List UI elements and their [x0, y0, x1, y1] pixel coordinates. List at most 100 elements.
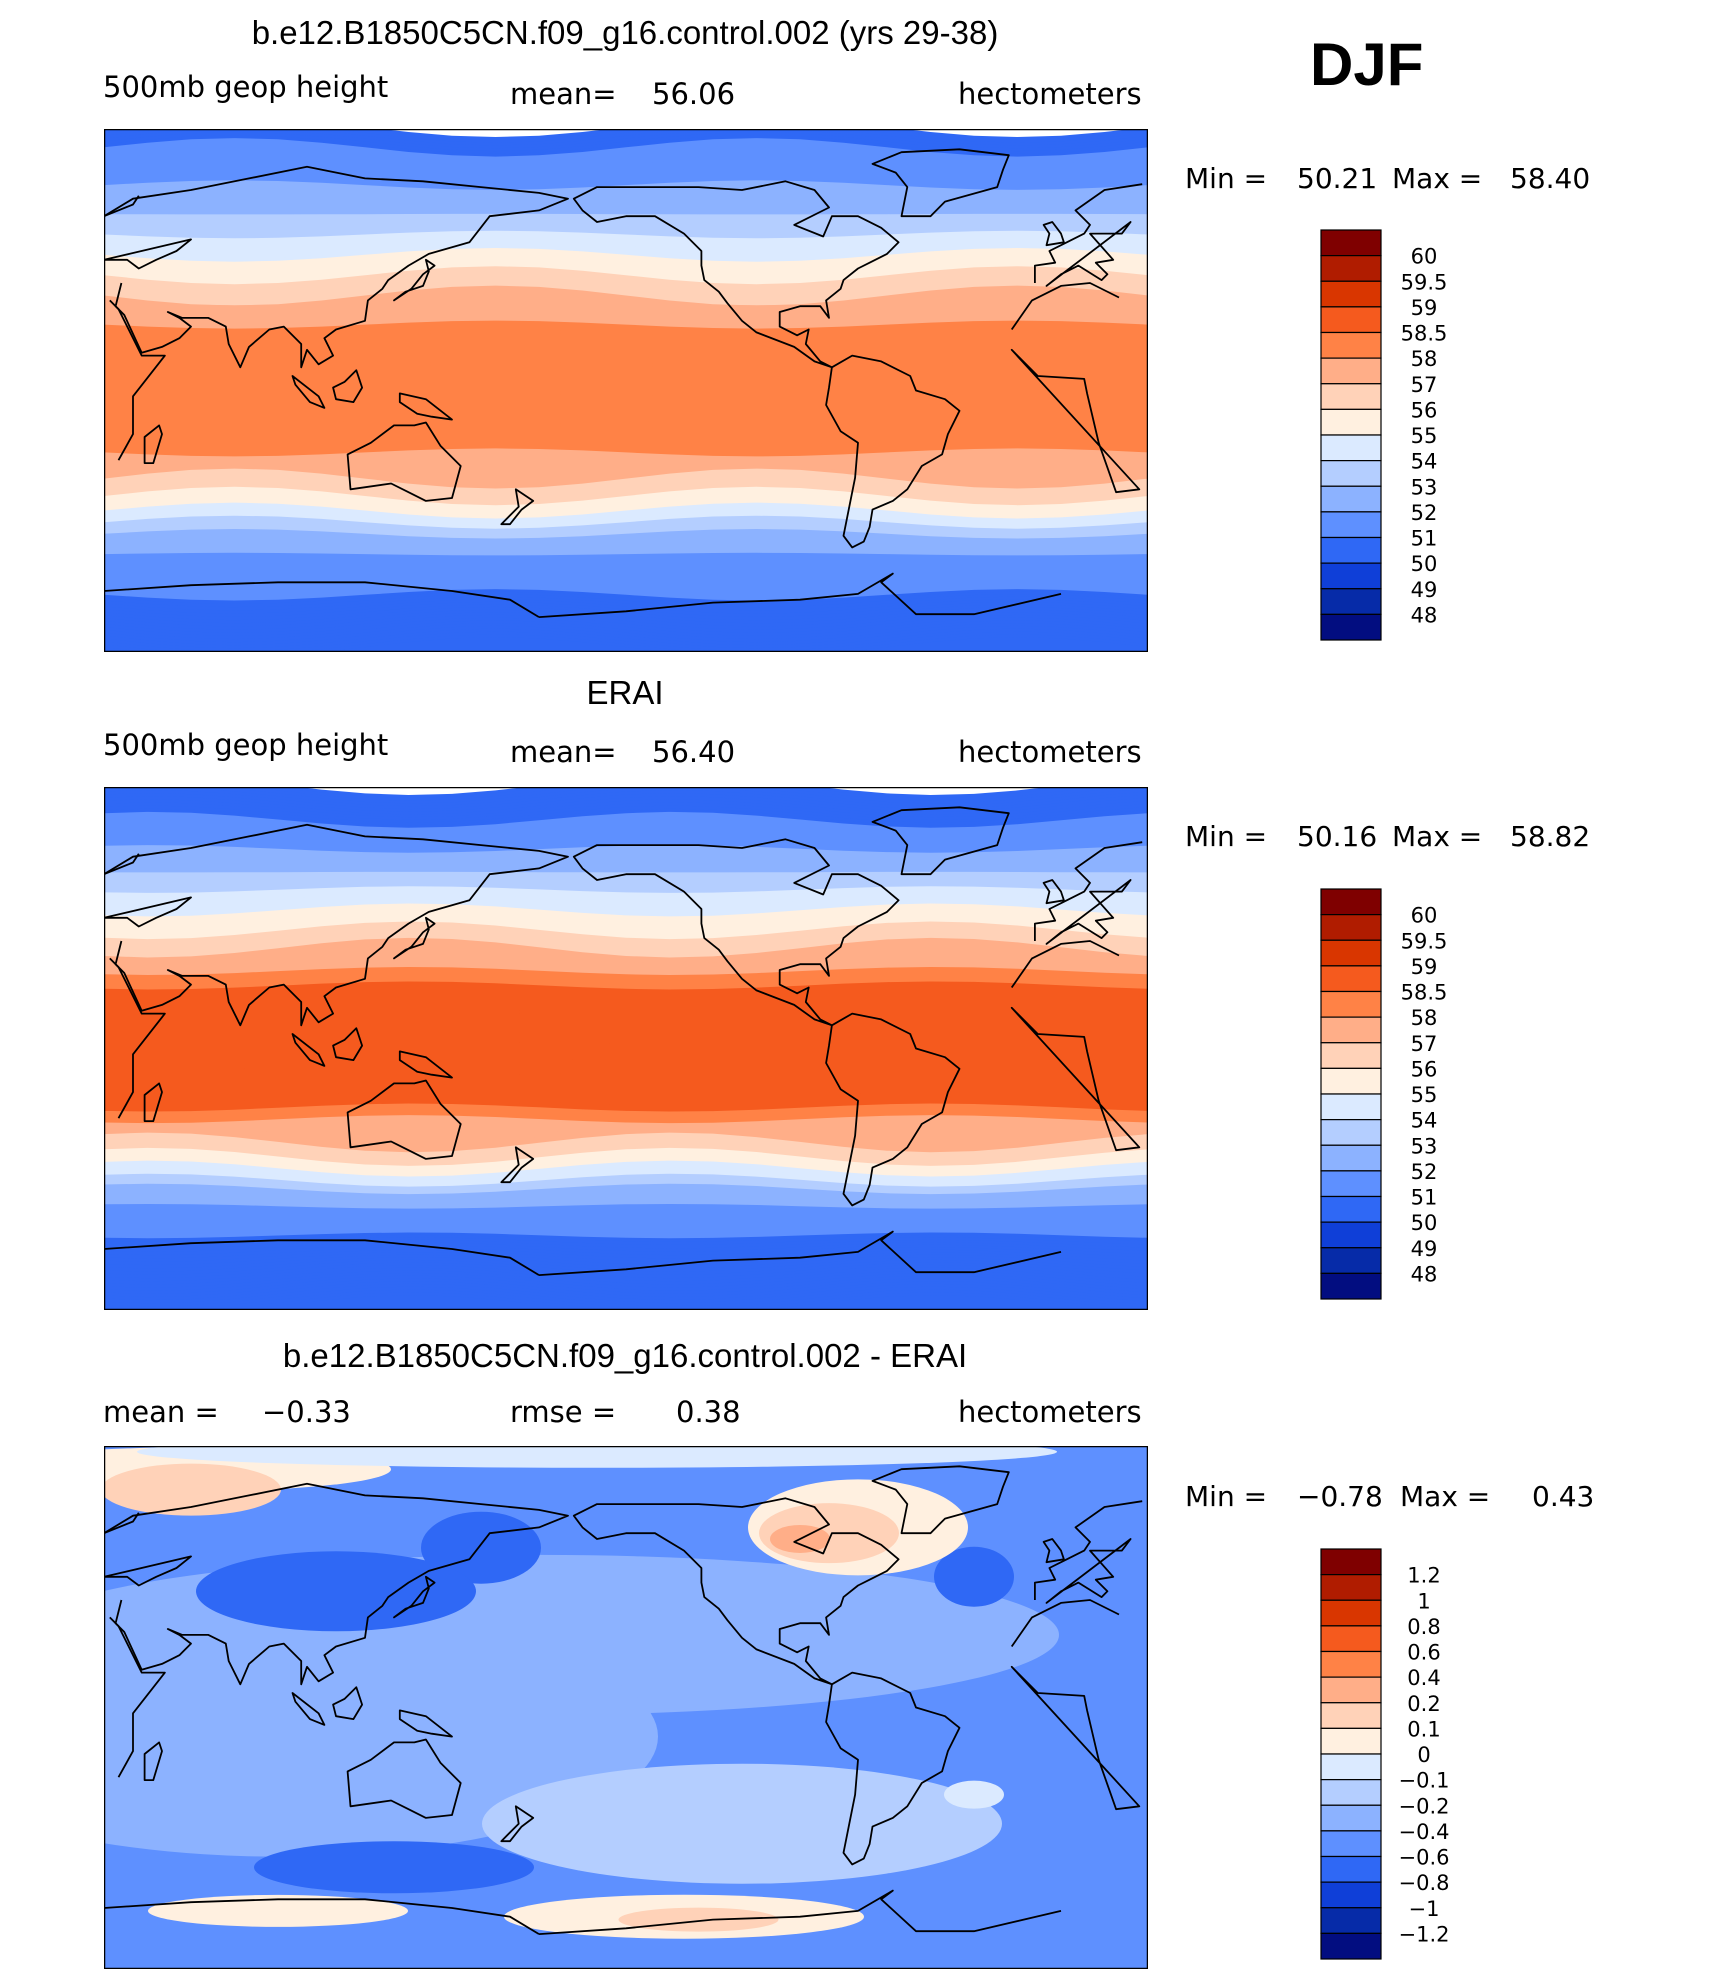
colorbar-swatch — [1320, 1042, 1382, 1069]
colorbar-swatch — [1320, 1932, 1382, 1960]
colorbar-tick-label: 0 — [1417, 1743, 1430, 1767]
panel3-colorbar: 1.210.80.60.40.20.10−0.1−0.2−0.4−0.6−0.8… — [1320, 1548, 1450, 1960]
panel3-rmse-value: 0.38 — [676, 1395, 741, 1429]
colorbar-tick-label: 51 — [1411, 1186, 1438, 1210]
coastline-australia — [346, 421, 462, 502]
height-band — [104, 1295, 1108, 1310]
coastline-borneo — [332, 1686, 363, 1720]
colorbar-tick-label: 57 — [1411, 1032, 1438, 1056]
coastline-samerica — [825, 354, 961, 549]
panel2-title: ERAI — [586, 674, 664, 711]
panel1-min-value: 50.21 — [1297, 162, 1378, 195]
colorbar-swatch — [1320, 588, 1382, 615]
colorbar-swatch — [1320, 1247, 1382, 1274]
coastline-ngunea — [398, 1050, 453, 1079]
colorbar-tick-label: 58 — [1411, 1006, 1438, 1030]
colorbar-swatch — [1320, 306, 1382, 334]
diff-contour — [934, 1546, 1014, 1607]
coastline-samerica — [825, 1671, 961, 1866]
colorbar-tick-label: 59 — [1411, 296, 1438, 320]
coastline-greenland — [871, 1465, 1010, 1535]
diff-contour — [944, 1780, 1004, 1809]
panel3-max-label: Max = — [1400, 1480, 1491, 1513]
panel1-coastlines — [104, 148, 1143, 618]
colorbar-tick-label: −0.6 — [1399, 1846, 1450, 1870]
colorbar-swatch — [1320, 434, 1382, 462]
panel3-rmse-label: rmse = — [510, 1395, 617, 1429]
panel1-variable-label: 500mb geop height — [103, 70, 389, 104]
colorbar-swatch — [1320, 383, 1382, 410]
colorbar-tick-label: 0.2 — [1407, 1692, 1440, 1716]
panel2-variable-label: 500mb geop height — [103, 728, 389, 762]
panel2-max-value: 58.82 — [1510, 820, 1591, 853]
colorbar-tick-label: 1 — [1417, 1589, 1430, 1613]
colorbar-tick-label: 48 — [1411, 1262, 1438, 1286]
coastline-japan — [393, 258, 436, 302]
colorbar-swatch — [1320, 990, 1382, 1018]
coastline-greenland — [871, 148, 1010, 218]
colorbar-swatch — [1320, 408, 1382, 436]
panel3-units: hectometers — [958, 1395, 1142, 1429]
coastline-nz — [500, 488, 535, 526]
colorbar-swatch — [1320, 1119, 1382, 1146]
colorbar-tick-label: −0.4 — [1399, 1820, 1450, 1844]
panel2-units: hectometers — [958, 735, 1142, 769]
colorbar-tick-label: 60 — [1411, 904, 1438, 928]
diff-contour — [137, 1446, 1057, 1468]
panel1-frame — [104, 129, 1148, 652]
coastline-madagascar — [143, 1082, 163, 1122]
colorbar-tick-label: 52 — [1411, 501, 1438, 525]
panel2-mean-value: 56.40 — [652, 735, 736, 769]
colorbar-swatch — [1320, 1144, 1382, 1172]
colorbar-tick-label: 60 — [1411, 245, 1438, 269]
panel3-mean-value: −0.33 — [262, 1395, 351, 1429]
height-band — [104, 637, 1148, 652]
panel2-bands — [104, 787, 1148, 1310]
diff-contour — [254, 1841, 534, 1894]
colorbar-tick-label: 0.1 — [1407, 1717, 1440, 1741]
coastline-madagascar — [143, 424, 163, 464]
colorbar-swatch — [1320, 1753, 1382, 1781]
season-label: DJF — [1310, 31, 1424, 98]
colorbar-swatch — [1320, 1548, 1382, 1576]
coastline-nz — [500, 1146, 535, 1184]
colorbar-swatch — [1320, 1650, 1382, 1678]
colorbar-tick-label: 56 — [1411, 398, 1438, 422]
colorbar-swatch — [1320, 1855, 1382, 1883]
colorbar-tick-label: 54 — [1411, 450, 1438, 474]
diff-contour — [148, 1894, 408, 1927]
coastline-namerica — [572, 1497, 900, 1686]
colorbar-tick-label: −0.8 — [1399, 1871, 1450, 1895]
panel3-mean-label: mean = — [103, 1395, 219, 1429]
panel3-coastlines — [104, 1465, 1143, 1935]
panel3-min-value: −0.78 — [1297, 1480, 1383, 1513]
diff-contour — [104, 1463, 281, 1516]
colorbar-swatch — [1320, 331, 1382, 359]
colorbar-swatch — [1320, 1625, 1382, 1653]
colorbar-tick-label: 59.5 — [1401, 270, 1448, 294]
colorbar-swatch — [1320, 1881, 1382, 1909]
colorbar-swatch — [1320, 229, 1382, 257]
panel1-max-label: Max = — [1392, 162, 1483, 195]
colorbar-tick-label: 57 — [1411, 373, 1438, 397]
coastline-borneo — [332, 1027, 363, 1061]
panel3-bands — [104, 1446, 1148, 1969]
coastline-asia — [104, 165, 569, 369]
colorbar-tick-label: 59 — [1411, 955, 1438, 979]
colorbar-swatch — [1320, 357, 1382, 385]
coastline-sumatra — [291, 1033, 326, 1067]
colorbar-tick-label: 54 — [1411, 1109, 1438, 1133]
panel3-min-label: Min = — [1185, 1480, 1268, 1513]
coastline-greenland — [871, 806, 1010, 876]
diff-contour — [421, 1511, 541, 1584]
coastline-uk — [1042, 221, 1065, 247]
coastline-asia — [104, 1482, 569, 1686]
colorbar-tick-label: 51 — [1411, 527, 1438, 551]
colorbar-swatch — [1320, 1016, 1382, 1044]
panel2-frame — [104, 787, 1148, 1310]
coastline-antarctica — [104, 572, 1062, 618]
colorbar-tick-label: 55 — [1411, 424, 1438, 448]
colorbar-swatch — [1320, 965, 1382, 993]
colorbar-swatch — [1320, 939, 1382, 967]
coastline-asia — [104, 823, 569, 1027]
